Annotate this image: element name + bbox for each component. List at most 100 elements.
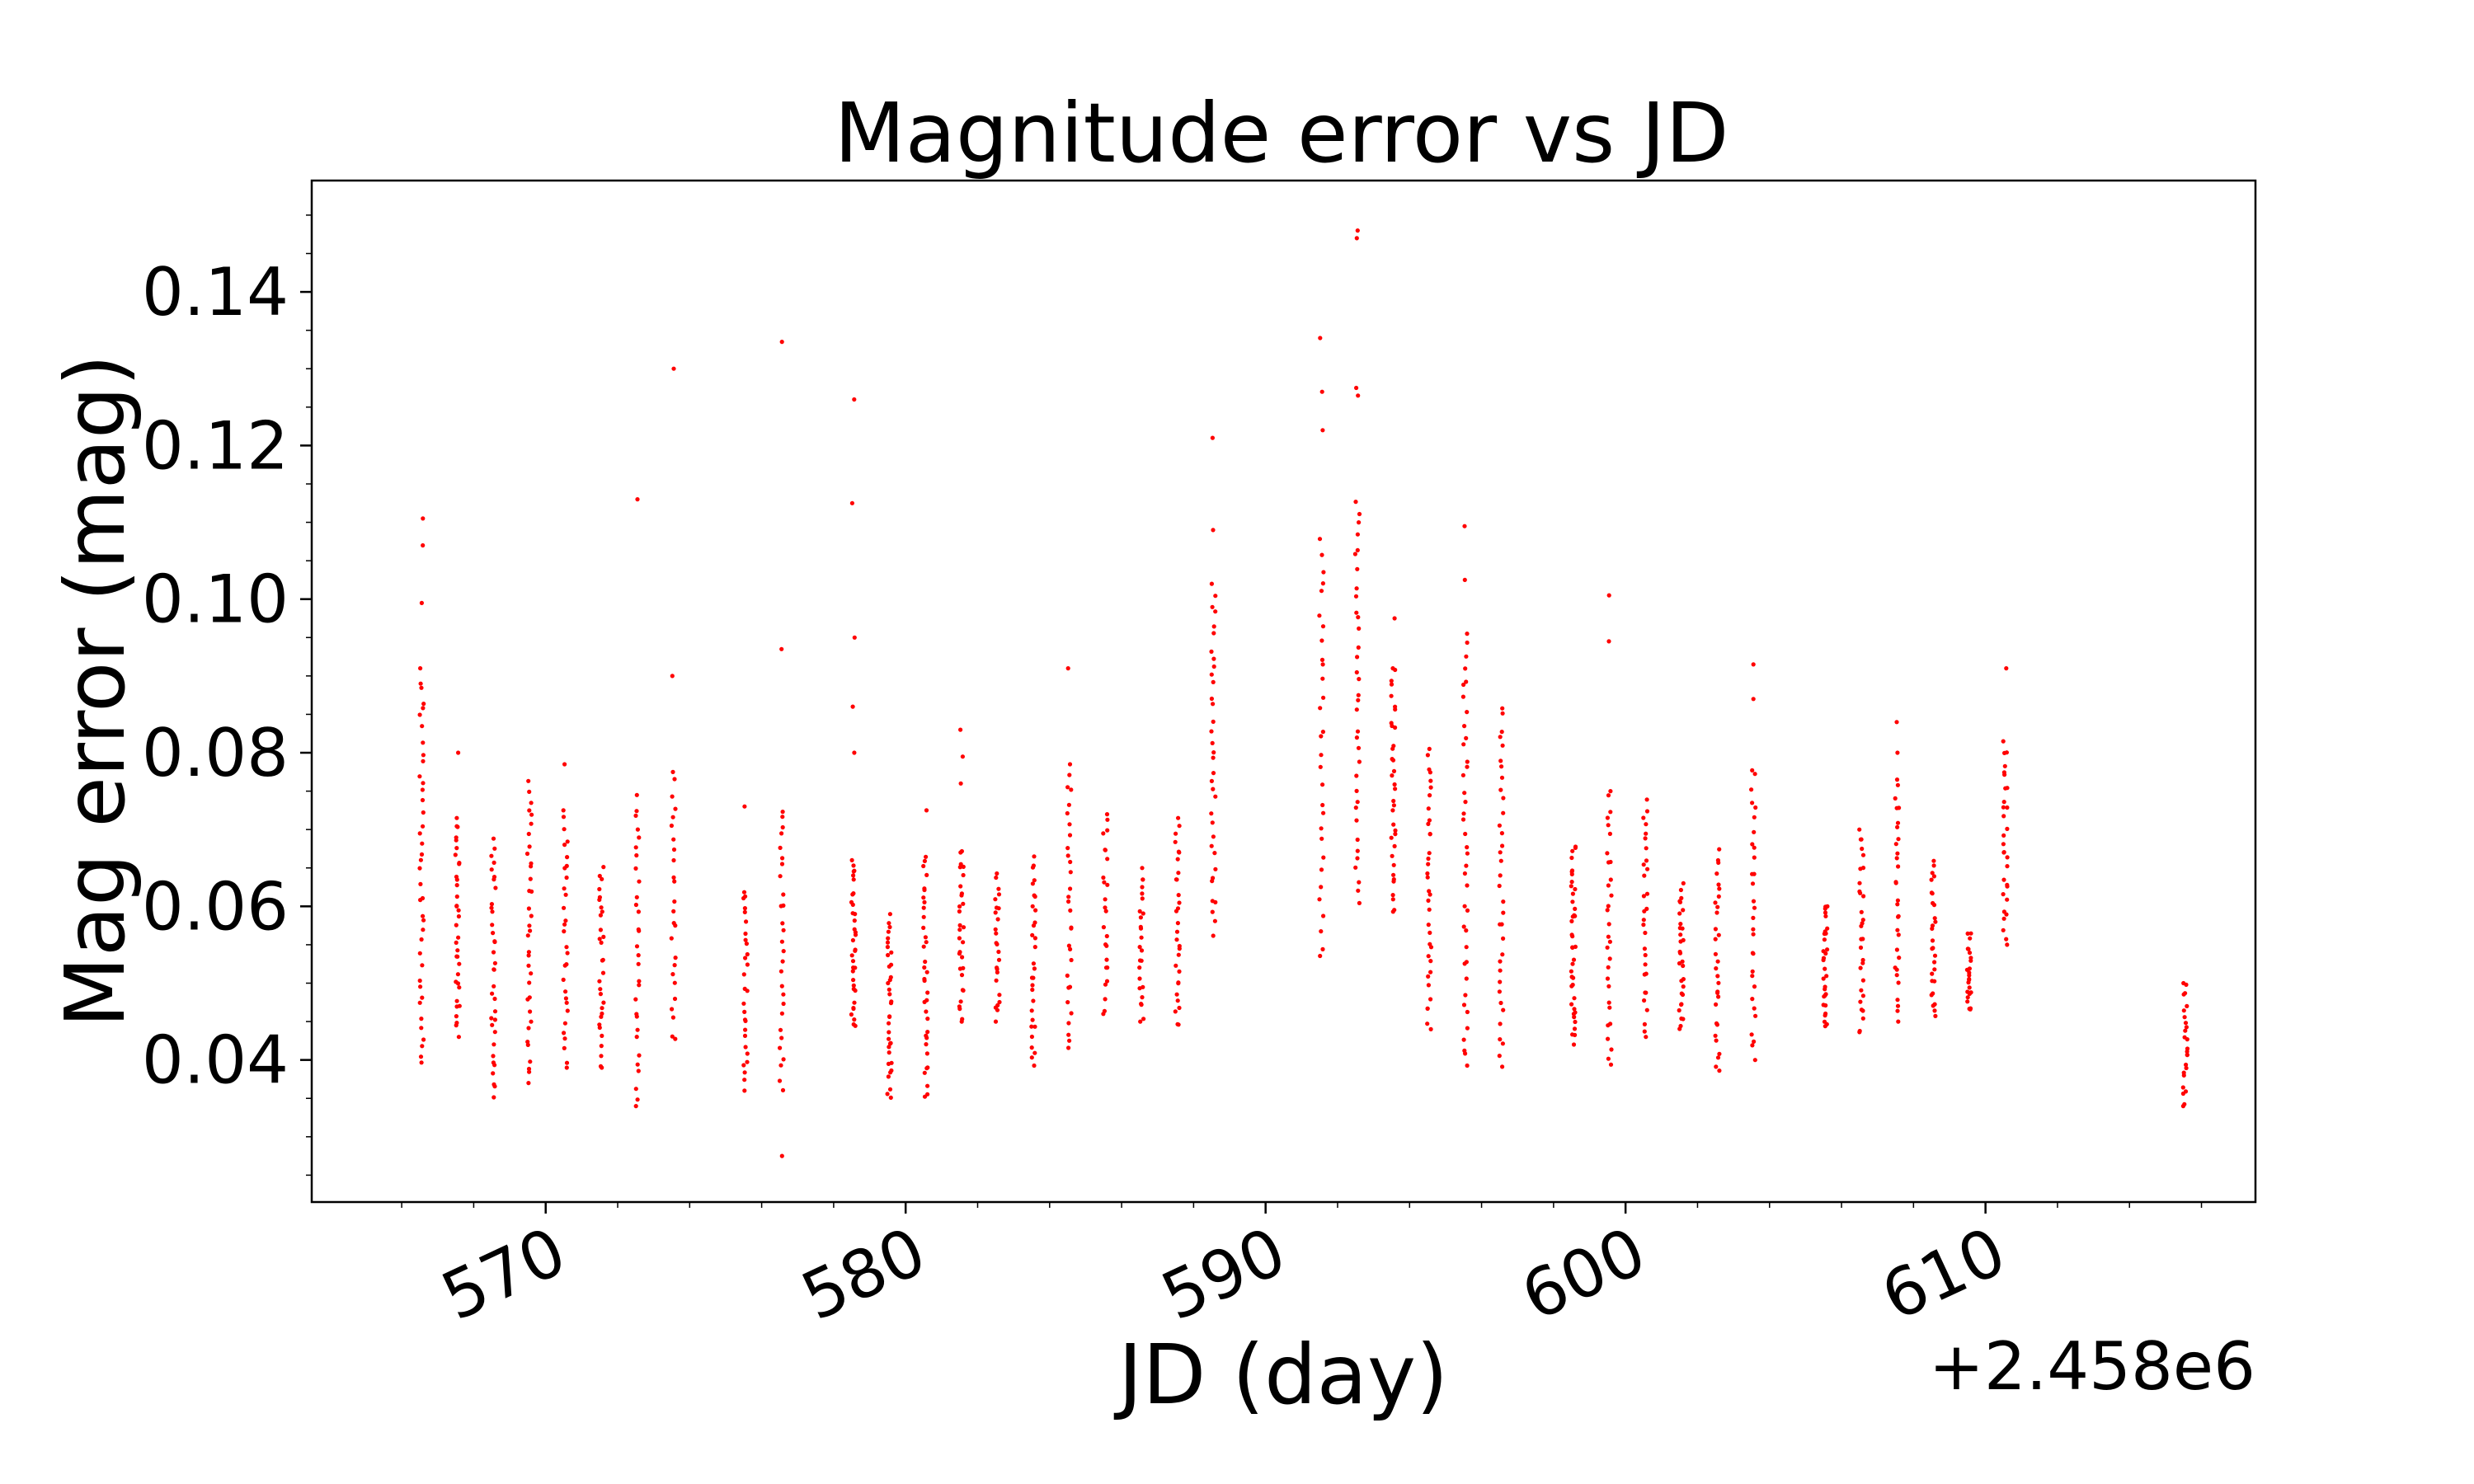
- data-point: [1030, 932, 1035, 937]
- data-point: [742, 909, 747, 914]
- data-point: [743, 1045, 748, 1050]
- data-point: [1498, 968, 1503, 973]
- data-point: [635, 497, 640, 502]
- data-point: [778, 874, 783, 879]
- data-point: [1032, 854, 1037, 859]
- data-point: [1320, 782, 1325, 787]
- data-point: [1750, 974, 1755, 979]
- data-point: [1213, 594, 1218, 599]
- data-point: [1857, 881, 1862, 885]
- data-point: [1461, 811, 1466, 816]
- data-point: [1860, 866, 1866, 871]
- data-point: [1103, 905, 1108, 910]
- data-point: [419, 1017, 424, 1021]
- data-point: [1140, 885, 1145, 890]
- data-point: [851, 863, 856, 868]
- data-point: [996, 957, 1002, 962]
- data-point: [1644, 797, 1649, 802]
- data-point: [417, 866, 422, 871]
- data-point: [1607, 939, 1612, 944]
- data-point: [1103, 942, 1108, 947]
- data-point: [489, 1016, 494, 1021]
- data-point: [671, 857, 676, 863]
- data-point: [1606, 1056, 1611, 1061]
- data-point: [1065, 666, 1070, 671]
- data-point: [1209, 778, 1214, 784]
- data-point: [1211, 933, 1216, 938]
- data-point: [456, 913, 462, 919]
- data-point: [1354, 773, 1359, 778]
- data-point: [525, 997, 530, 1002]
- data-point: [1065, 973, 1070, 978]
- data-point: [778, 1045, 783, 1050]
- data-point: [491, 836, 496, 841]
- data-point: [600, 958, 605, 963]
- data-point: [1032, 894, 1037, 899]
- data-point: [2001, 833, 2006, 838]
- data-point: [995, 917, 1000, 922]
- data-point: [1749, 787, 1754, 792]
- data-point: [1462, 791, 1467, 796]
- data-point: [1717, 847, 1722, 852]
- data-point: [1501, 936, 1506, 941]
- data-point: [1500, 706, 1505, 711]
- data-point: [1174, 831, 1178, 836]
- data-point: [1929, 877, 1934, 882]
- data-point: [419, 600, 424, 606]
- data-point: [2005, 826, 2010, 832]
- data-point: [1462, 904, 1467, 909]
- data-point: [1608, 810, 1613, 815]
- data-point: [1751, 899, 1757, 904]
- data-point: [1713, 951, 1718, 956]
- data-point: [1066, 1021, 1071, 1026]
- data-point: [1033, 908, 1038, 913]
- data-point: [419, 1026, 424, 1031]
- data-point: [527, 1069, 532, 1074]
- data-point: [1752, 905, 1757, 910]
- data-point: [455, 972, 461, 977]
- data-point: [886, 980, 891, 986]
- data-point: [1209, 649, 1214, 655]
- data-point: [457, 861, 462, 866]
- data-point: [1030, 881, 1035, 886]
- data-point: [1606, 823, 1611, 828]
- data-point: [743, 937, 748, 942]
- data-point: [1569, 918, 1574, 923]
- data-point: [853, 965, 858, 970]
- data-point: [1501, 1007, 1506, 1012]
- data-point: [1965, 931, 1970, 936]
- data-point: [1642, 946, 1647, 951]
- data-point: [1608, 1062, 1614, 1067]
- data-point: [1569, 1002, 1574, 1007]
- data-point: [921, 905, 926, 910]
- data-point: [527, 808, 532, 813]
- data-point: [1750, 951, 1755, 956]
- y-tick-label: 0.12: [142, 407, 289, 484]
- data-point: [1968, 956, 1973, 960]
- data-point: [852, 635, 857, 640]
- data-point: [1860, 852, 1866, 857]
- data-point: [745, 1051, 750, 1056]
- data-point: [781, 1057, 786, 1062]
- data-point: [1460, 694, 1465, 699]
- data-point: [1569, 884, 1573, 889]
- data-point: [925, 990, 930, 995]
- data-point: [1894, 720, 1899, 725]
- data-point: [421, 928, 426, 932]
- data-point: [1894, 973, 1899, 978]
- data-point: [1031, 998, 1036, 1003]
- data-point: [1573, 906, 1578, 911]
- data-point: [887, 1087, 893, 1092]
- data-point: [924, 940, 929, 945]
- data-point: [1465, 640, 1470, 646]
- data-point: [1965, 946, 1970, 951]
- data-point: [853, 988, 858, 993]
- data-point: [1750, 801, 1755, 805]
- data-point: [925, 1065, 930, 1070]
- data-point: [961, 940, 966, 945]
- data-point: [1825, 947, 1830, 952]
- data-point: [1572, 913, 1577, 918]
- data-point: [419, 937, 424, 942]
- data-point: [1932, 916, 1937, 921]
